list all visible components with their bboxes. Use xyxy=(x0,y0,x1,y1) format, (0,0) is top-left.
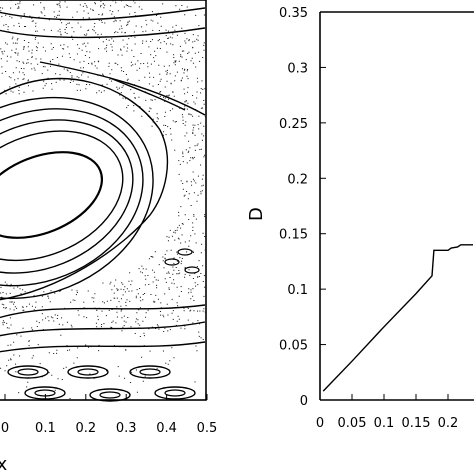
island-orbit xyxy=(0,119,134,274)
separatrix-curve xyxy=(0,77,168,301)
y-tick-label: 0.05 xyxy=(279,339,308,354)
island-orbit xyxy=(0,96,154,300)
y-axis-label: D xyxy=(246,207,267,221)
island-orbit xyxy=(0,130,124,262)
x-tick-label-left: 0.4 xyxy=(156,421,177,436)
upper-invariant-curve xyxy=(39,61,206,116)
small-island-core xyxy=(139,368,161,376)
x-tick-label-right: 0.15 xyxy=(402,416,431,431)
upper-invariant-curve xyxy=(0,27,206,39)
small-island xyxy=(89,388,131,402)
island-orbit xyxy=(0,151,104,239)
y-tick-label: 0.3 xyxy=(287,61,308,76)
small-island xyxy=(7,365,49,379)
small-island xyxy=(67,365,109,379)
x-tick-label-right: 0 xyxy=(316,416,324,431)
small-island xyxy=(154,386,196,400)
small-island xyxy=(129,365,171,379)
invariant-curves xyxy=(0,7,206,402)
mid-island xyxy=(164,258,180,266)
y-tick-labels: 0 0.05 0.1 0.15 0.2 0.25 0.3 0.35 xyxy=(279,6,326,409)
x-tick-labels-left: 0 0.1 0.2 0.3 0.4 0.5 xyxy=(1,394,217,436)
mid-island xyxy=(177,248,193,256)
small-island-core xyxy=(77,368,99,376)
x-tick-label-left: 0.2 xyxy=(75,421,96,436)
y-tick-label: 0.1 xyxy=(287,283,308,298)
upper-invariant-curve xyxy=(109,77,186,111)
phase-space-panel: 0 0.1 0.2 0.3 0.4 0.5 x xyxy=(0,0,217,474)
upper-invariant-curve xyxy=(0,7,206,21)
phase-plot-frame xyxy=(0,0,207,401)
y-tick-label: 0.15 xyxy=(279,228,308,243)
chaotic-sea-dots xyxy=(0,0,206,399)
y-tick-label: 0 xyxy=(300,394,308,409)
x-tick-label-right: 0.1 xyxy=(374,416,395,431)
y-tick-label: 0.35 xyxy=(279,6,308,21)
lower-invariant-curve xyxy=(0,304,206,319)
x-tick-label-left: 0.5 xyxy=(197,421,218,436)
x-tick-label-left: 0.1 xyxy=(35,421,56,436)
x-tick-label-left: 0 xyxy=(1,421,9,436)
small-island-core xyxy=(164,389,186,397)
x-axis-label-left: x xyxy=(0,454,8,474)
island-orbit xyxy=(0,108,144,287)
diffusion-series-line xyxy=(322,244,473,392)
small-island-core xyxy=(17,368,39,376)
mid-island xyxy=(184,266,200,274)
y-tick-label: 0.25 xyxy=(279,117,308,132)
diffusion-panel: 00.050.10.150.20.250.30.35 0 0.05 0.1 0.15 0… xyxy=(246,6,474,431)
x-tick-labels-right: 0 0.05 0.1 0.15 0.2 xyxy=(316,394,458,431)
y-tick-label: 0.2 xyxy=(287,172,308,187)
x-tick-label-left: 0.3 xyxy=(116,421,137,436)
lower-invariant-curve xyxy=(0,321,206,337)
x-tick-label-right: 0.2 xyxy=(438,416,459,431)
lower-invariant-curve xyxy=(0,341,206,353)
small-island-core xyxy=(99,391,121,399)
x-tick-label-right: 0.05 xyxy=(338,416,367,431)
chaotic-dots xyxy=(0,0,206,399)
